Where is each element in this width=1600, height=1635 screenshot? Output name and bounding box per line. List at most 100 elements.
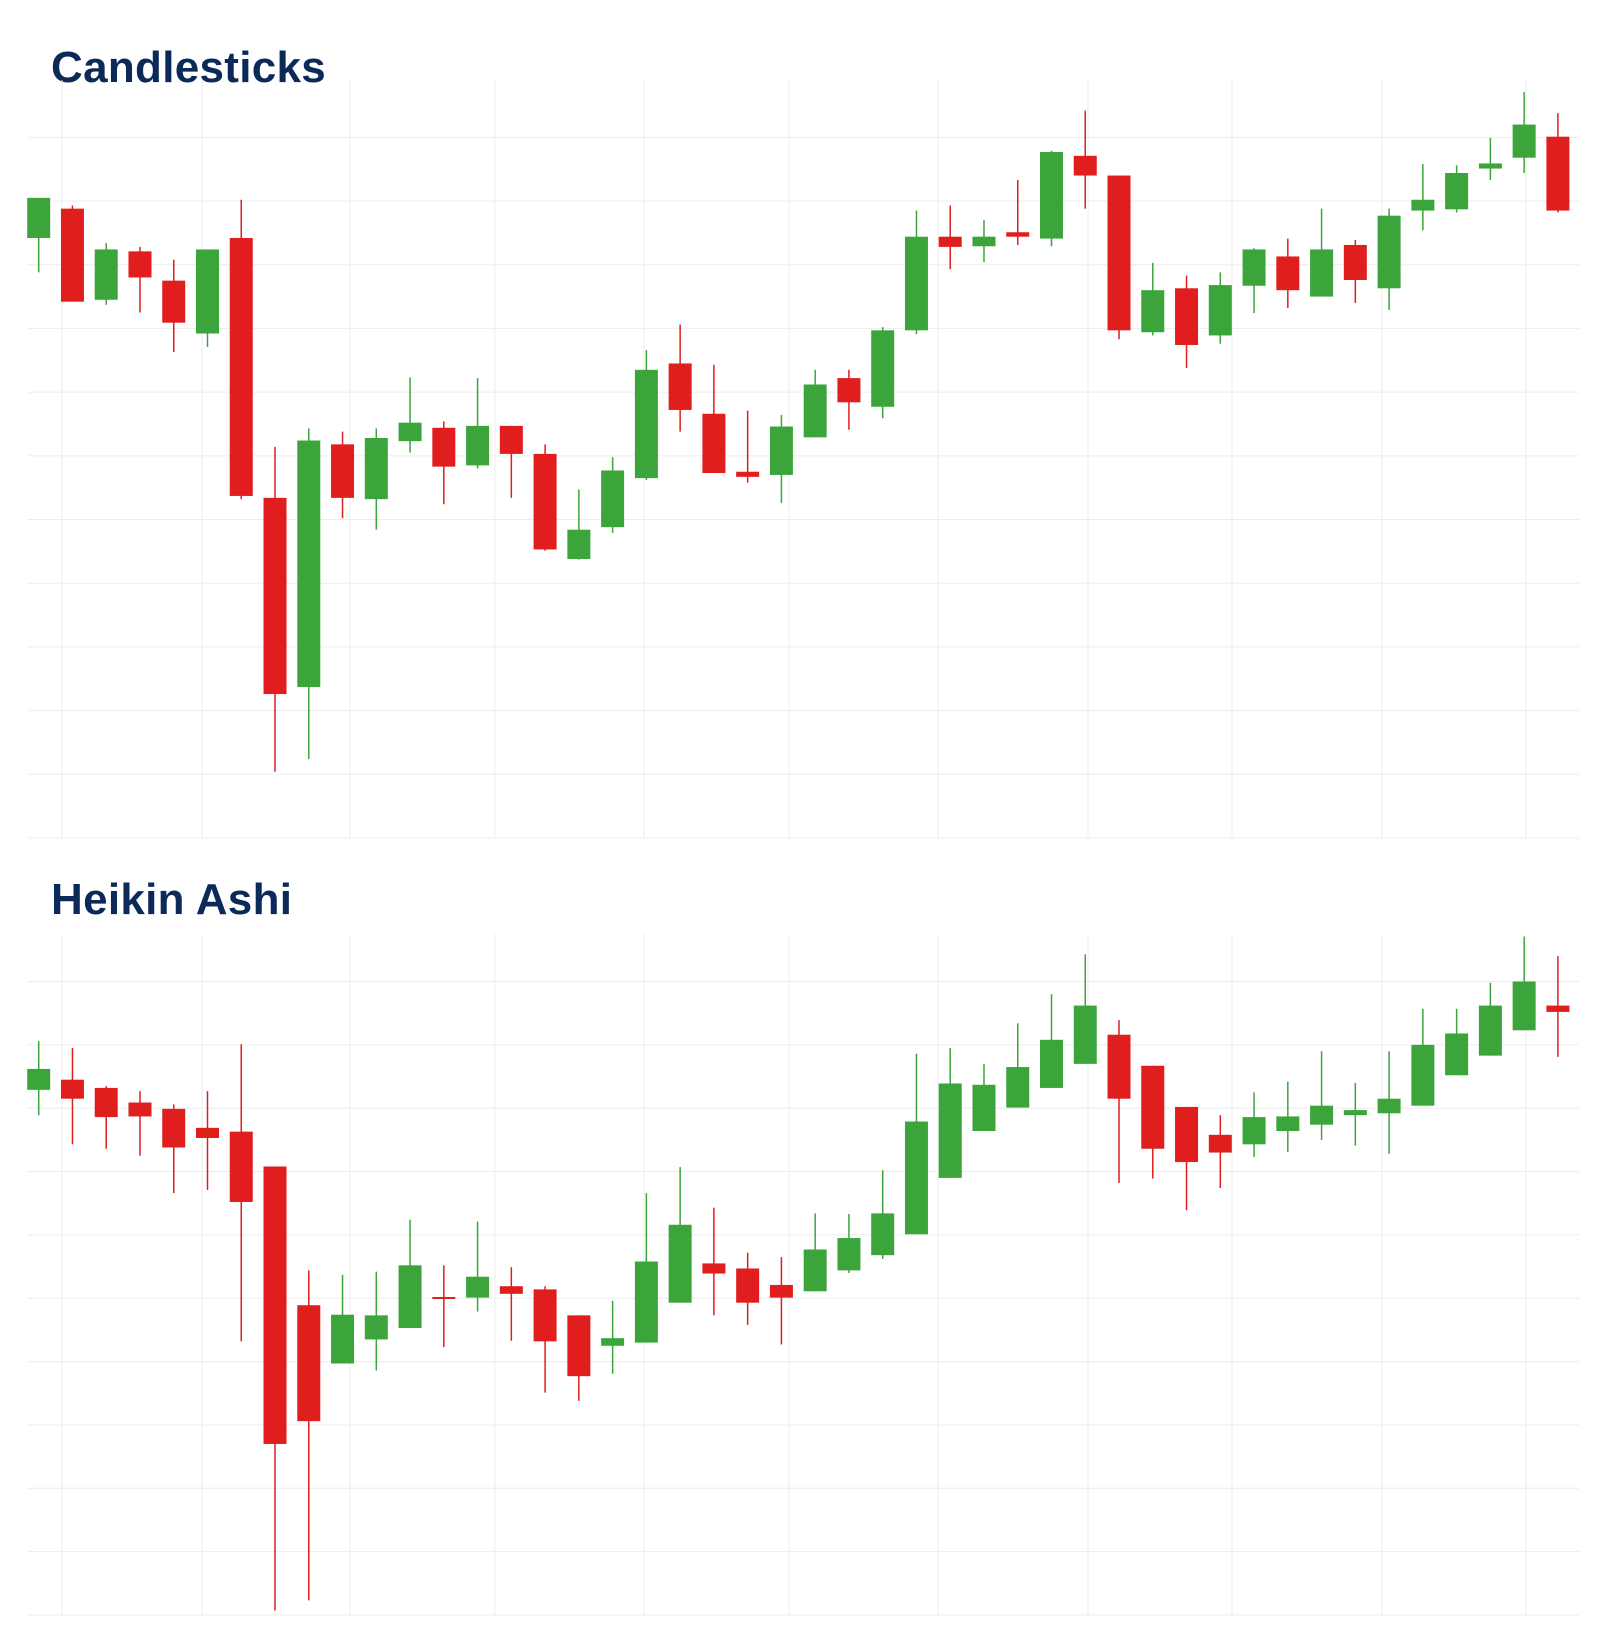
candle-body bbox=[1276, 256, 1300, 291]
candle-body bbox=[1208, 285, 1232, 336]
candle-body bbox=[1343, 244, 1367, 281]
candle-body bbox=[1310, 1105, 1334, 1125]
bearish-candle bbox=[736, 1252, 760, 1325]
candle-body bbox=[1478, 1005, 1502, 1056]
candle-body bbox=[162, 1108, 186, 1148]
candle-body bbox=[1276, 1116, 1300, 1132]
candle-body bbox=[229, 237, 253, 496]
bullish-candle bbox=[871, 1170, 895, 1259]
bearish-candle bbox=[1546, 956, 1570, 1057]
bearish-candle bbox=[1343, 239, 1367, 303]
bearish-candle bbox=[331, 431, 355, 519]
candle-body bbox=[196, 1127, 219, 1138]
bearish-candle bbox=[837, 369, 861, 430]
candle-body bbox=[466, 1276, 490, 1298]
candle-body bbox=[60, 208, 84, 302]
candle-body bbox=[1377, 215, 1401, 289]
bullish-candle bbox=[803, 1213, 827, 1292]
bearish-candle bbox=[1276, 238, 1300, 309]
candle-body bbox=[1107, 175, 1131, 331]
bearish-candle bbox=[128, 246, 152, 313]
candle-body bbox=[128, 1102, 152, 1117]
bullish-candle bbox=[634, 350, 658, 481]
candle-body bbox=[1175, 288, 1199, 345]
bullish-candle bbox=[668, 1167, 692, 1303]
bearish-candle bbox=[1208, 1115, 1232, 1189]
candle-body bbox=[803, 1249, 827, 1292]
bullish-candle bbox=[1073, 954, 1097, 1064]
bearish-candle bbox=[128, 1091, 152, 1156]
candle-body bbox=[567, 529, 591, 560]
candle-body bbox=[1006, 232, 1030, 237]
candle-body bbox=[1377, 1098, 1401, 1114]
bullish-candle bbox=[1445, 165, 1469, 213]
candle-body bbox=[634, 1261, 658, 1343]
bearish-candle bbox=[94, 1086, 118, 1149]
candle-body bbox=[769, 426, 793, 475]
bearish-candle bbox=[229, 199, 253, 500]
candle-body bbox=[938, 1083, 962, 1178]
bearish-candle bbox=[196, 1091, 219, 1190]
bearish-candle bbox=[533, 444, 557, 551]
candle-body bbox=[331, 444, 355, 498]
bearish-candle bbox=[162, 1104, 186, 1194]
candle-body bbox=[1445, 172, 1469, 210]
bullish-candle bbox=[94, 243, 118, 305]
candle-body bbox=[601, 470, 625, 528]
bullish-candle bbox=[398, 1219, 422, 1329]
bullish-candle bbox=[297, 428, 321, 760]
bullish-candle bbox=[27, 197, 51, 273]
bullish-candle bbox=[364, 1271, 388, 1371]
candle-body bbox=[1073, 1005, 1097, 1064]
bullish-candle bbox=[871, 327, 895, 419]
candle-body bbox=[364, 437, 388, 500]
candle-body bbox=[466, 425, 490, 466]
candle-body bbox=[871, 330, 895, 407]
candle-body bbox=[331, 1314, 355, 1364]
bearish-candle bbox=[162, 259, 186, 352]
bearish-candle bbox=[432, 421, 456, 505]
bullish-candle bbox=[1276, 1081, 1300, 1152]
candle-body bbox=[837, 1238, 861, 1271]
bullish-candle bbox=[1512, 936, 1536, 1031]
bullish-candle bbox=[1445, 1008, 1469, 1076]
candle-body bbox=[297, 1305, 321, 1422]
candle-body bbox=[297, 440, 321, 688]
bullish-candle bbox=[601, 1300, 625, 1374]
bullish-candle bbox=[398, 377, 422, 453]
candle-body bbox=[1478, 163, 1502, 169]
candle-body bbox=[27, 1068, 51, 1090]
candle-body bbox=[499, 1286, 523, 1294]
bullish-candle bbox=[1141, 262, 1165, 336]
candle-body bbox=[938, 236, 962, 247]
bullish-candle bbox=[1377, 208, 1401, 310]
bearish-candle bbox=[1073, 110, 1097, 209]
candle-body bbox=[1411, 199, 1435, 211]
bearish-candle bbox=[1107, 175, 1131, 340]
candle-body bbox=[601, 1338, 625, 1346]
bearish-candle bbox=[263, 1166, 287, 1611]
bullish-candle bbox=[972, 1063, 996, 1132]
candle-body bbox=[837, 378, 861, 403]
bullish-candle bbox=[1310, 1051, 1334, 1140]
candle-body bbox=[1512, 124, 1536, 158]
candle-body bbox=[736, 1268, 760, 1303]
candle-body bbox=[398, 1265, 422, 1329]
candle-body bbox=[972, 1084, 996, 1132]
candle-body bbox=[1073, 155, 1097, 176]
candle-body bbox=[1546, 1005, 1570, 1012]
bearish-candle bbox=[1175, 1106, 1199, 1211]
heikin-ashi-chart bbox=[27, 934, 1579, 1616]
bullish-candle bbox=[27, 1041, 51, 1116]
bearish-candle bbox=[1546, 113, 1570, 213]
candle-body bbox=[94, 249, 118, 300]
bearish-candle bbox=[736, 410, 760, 483]
bearish-candle bbox=[432, 1265, 456, 1348]
bearish-candle bbox=[229, 1044, 253, 1342]
bullish-candle bbox=[1411, 1008, 1435, 1106]
candle-body bbox=[1040, 1039, 1063, 1088]
candle-body bbox=[736, 471, 760, 477]
bullish-candle bbox=[466, 1221, 490, 1312]
candle-body bbox=[1208, 1134, 1232, 1153]
candle-body bbox=[1107, 1034, 1131, 1099]
